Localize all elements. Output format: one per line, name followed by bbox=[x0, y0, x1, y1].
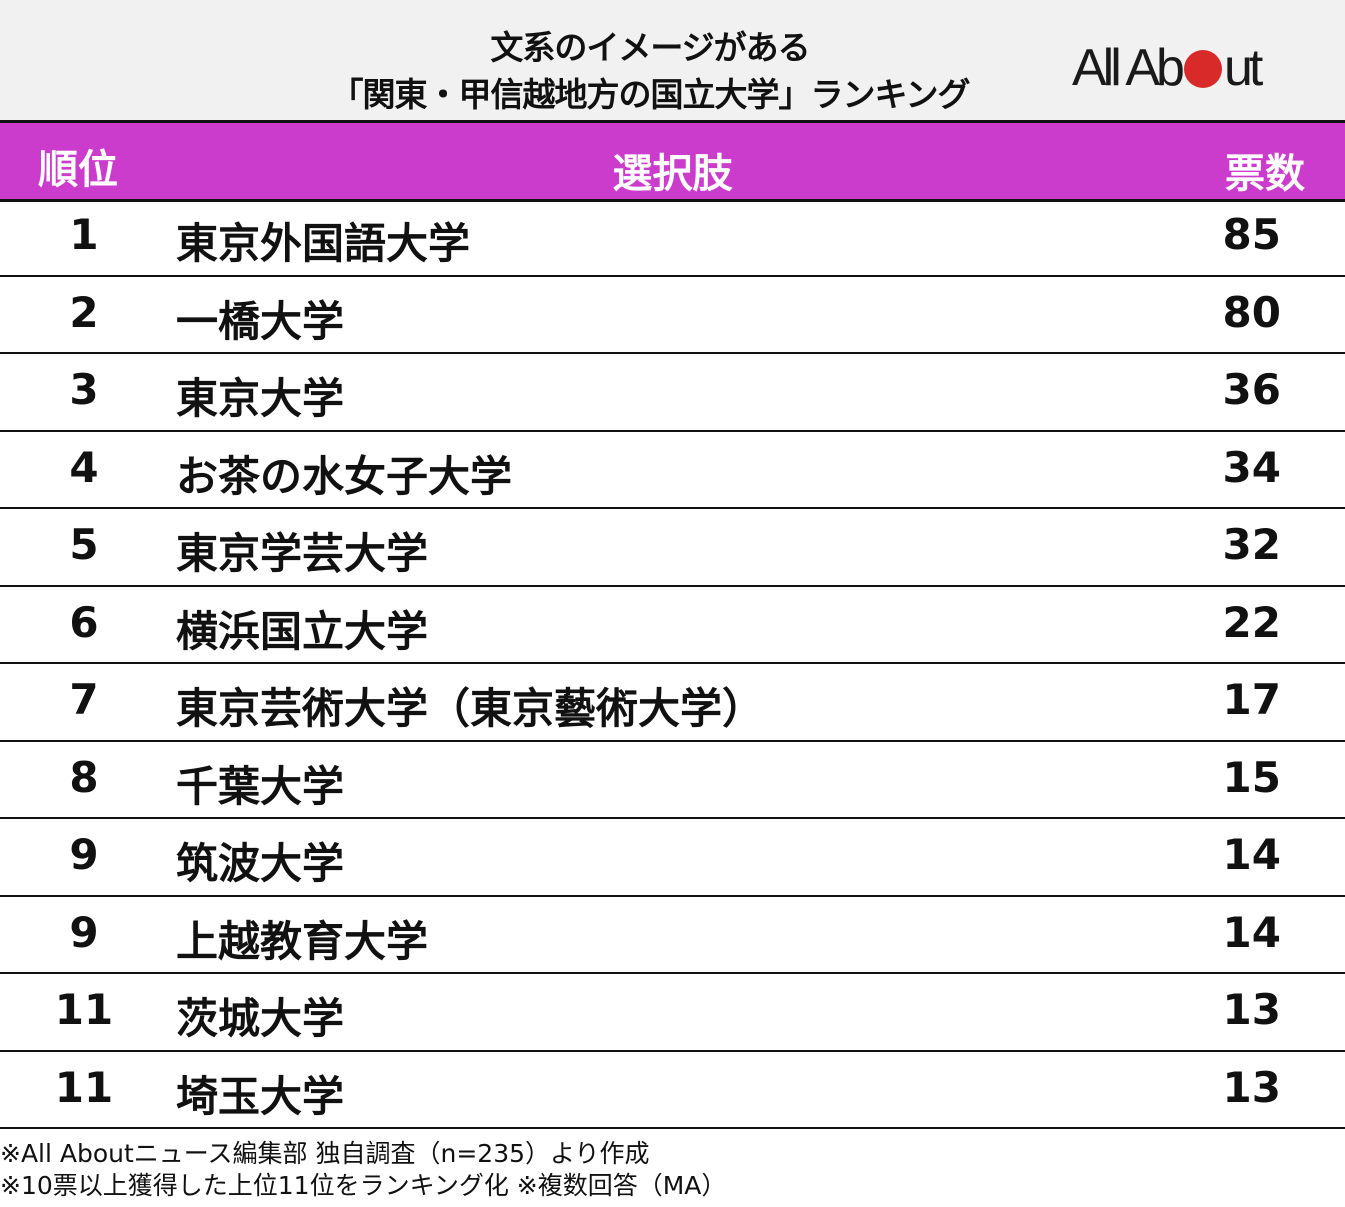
logo-text-left: All Ab bbox=[1072, 39, 1185, 97]
header-rank: 順位 bbox=[38, 147, 118, 193]
name-cell: 上越教育大学 bbox=[176, 916, 429, 966]
name-cell: 筑波大学 bbox=[176, 839, 345, 888]
votes-cell: 80 bbox=[1222, 287, 1281, 337]
logo-red-dot-icon bbox=[1183, 50, 1222, 88]
table-row: 3 東京大学 36 bbox=[0, 354, 1345, 432]
name-cell: 一橋大学 bbox=[176, 296, 345, 346]
table-row: 6 横浜国立大学 22 bbox=[0, 587, 1345, 664]
name-cell: 横浜国立大学 bbox=[176, 606, 429, 656]
name-cell: お茶の水女子大学 bbox=[176, 451, 513, 501]
rank-cell: 9 bbox=[69, 907, 99, 957]
chart-title: 文系のイメージがある 「関東・甲信越地方の国立大学」ランキング bbox=[250, 24, 1050, 118]
name-cell: 茨城大学 bbox=[176, 994, 345, 1043]
votes-cell: 14 bbox=[1222, 907, 1281, 957]
table-row: 9 上越教育大学 14 bbox=[0, 897, 1345, 974]
table-row: 8 千葉大学 15 bbox=[0, 742, 1345, 819]
table-row: 11 茨城大学 13 bbox=[0, 974, 1345, 1052]
footnotes: ※All Aboutニュース編集部 独自調査（n=235）より作成 ※10票以上… bbox=[0, 1138, 726, 1202]
votes-cell: 14 bbox=[1222, 830, 1281, 879]
name-cell: 東京学芸大学 bbox=[176, 529, 429, 578]
logo-text-right: ut bbox=[1223, 39, 1263, 97]
table-row: 4 お茶の水女子大学 34 bbox=[0, 432, 1345, 509]
name-cell: 東京芸術大学（東京藝術大学） bbox=[176, 684, 765, 733]
table-header: 順位 選択肢 票数 bbox=[0, 120, 1345, 202]
rank-cell: 8 bbox=[69, 752, 99, 802]
votes-cell: 22 bbox=[1222, 597, 1281, 647]
table-row: 7 東京芸術大学（東京藝術大学） 17 bbox=[0, 664, 1345, 742]
table-row: 9 筑波大学 14 bbox=[0, 819, 1345, 897]
ranking-table-body: 1 東京外国語大学 85 2 一橋大学 80 3 東京大学 36 4 お茶の水女子大学 34 5… bbox=[0, 199, 1345, 1129]
title-line-1: 文系のイメージがある bbox=[490, 28, 810, 67]
votes-cell: 13 bbox=[1222, 1062, 1281, 1112]
table-row: 1 東京外国語大学 85 bbox=[0, 199, 1345, 277]
rank-cell: 3 bbox=[69, 365, 99, 414]
header-choice: 選択肢 bbox=[612, 151, 733, 197]
title-band: 文系のイメージがある 「関東・甲信越地方の国立大学」ランキング All Ab ut bbox=[0, 0, 1345, 120]
name-cell: 東京外国語大学 bbox=[176, 219, 471, 268]
name-cell: 千葉大学 bbox=[176, 761, 345, 811]
rank-cell: 7 bbox=[69, 675, 99, 724]
votes-cell: 17 bbox=[1222, 675, 1281, 724]
rank-cell: 1 bbox=[69, 210, 99, 259]
table-row: 2 一橋大学 80 bbox=[0, 277, 1345, 354]
footnote-method: ※10票以上獲得した上位11位をランキング化 ※複数回答（MA） bbox=[0, 1171, 727, 1200]
header-votes: 票数 bbox=[1225, 151, 1305, 197]
title-line-2: 「関東・甲信越地方の国立大学」ランキング bbox=[330, 75, 970, 114]
votes-cell: 13 bbox=[1222, 985, 1281, 1034]
name-cell: 埼玉大学 bbox=[176, 1071, 345, 1121]
rank-cell: 11 bbox=[54, 985, 114, 1034]
votes-cell: 15 bbox=[1222, 752, 1281, 802]
votes-cell: 34 bbox=[1222, 442, 1281, 492]
votes-cell: 36 bbox=[1222, 365, 1281, 414]
rank-cell: 9 bbox=[69, 830, 99, 879]
rank-cell: 2 bbox=[69, 287, 99, 337]
allabout-logo: All Ab ut bbox=[1072, 38, 1263, 98]
rank-cell: 11 bbox=[54, 1062, 114, 1112]
rank-cell: 6 bbox=[69, 597, 99, 647]
rank-cell: 5 bbox=[69, 520, 99, 569]
table-row: 5 東京学芸大学 32 bbox=[0, 509, 1345, 587]
votes-cell: 32 bbox=[1222, 520, 1281, 569]
name-cell: 東京大学 bbox=[176, 374, 345, 423]
votes-cell: 85 bbox=[1222, 210, 1281, 259]
table-row: 11 埼玉大学 13 bbox=[0, 1052, 1345, 1129]
rank-cell: 4 bbox=[69, 442, 99, 492]
footnote-source: ※All Aboutニュース編集部 独自調査（n=235）より作成 bbox=[0, 1139, 650, 1168]
